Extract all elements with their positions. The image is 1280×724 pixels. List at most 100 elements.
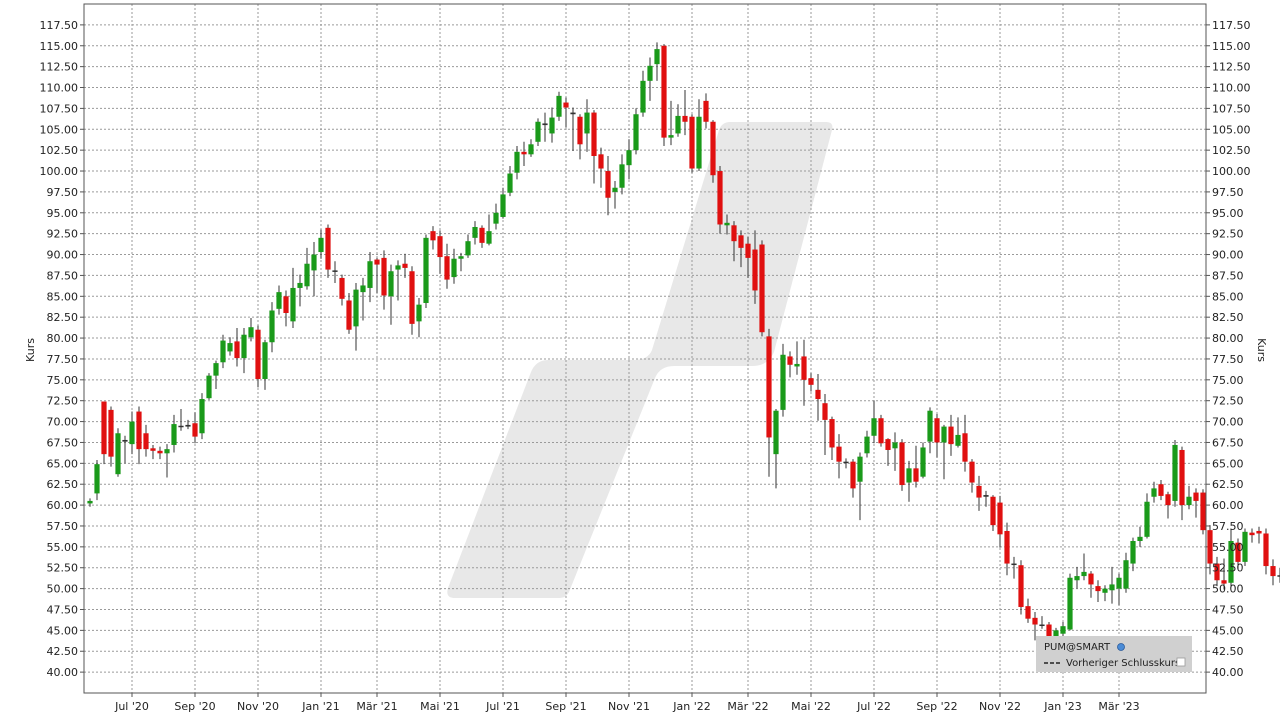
x-tick-label: Mär '21 — [356, 700, 397, 713]
y-tick-label-left: 97.50 — [47, 186, 79, 199]
candle-down — [150, 448, 156, 451]
candle-up — [955, 434, 961, 446]
x-tick-label: Jul '20 — [114, 700, 149, 713]
candle-up — [465, 241, 471, 256]
candle-up — [486, 231, 492, 244]
y-tick-label-left: 52.50 — [47, 562, 79, 575]
candle-up — [493, 212, 499, 224]
y-tick-label-right: 82.50 — [1212, 311, 1244, 324]
candle-down — [759, 244, 765, 333]
y-tick-label-left: 112.50 — [40, 61, 79, 74]
y-tick-label-left: 85.00 — [47, 290, 79, 303]
candle-up — [871, 418, 877, 436]
watermark-shape — [447, 122, 833, 598]
candle-up — [227, 343, 233, 352]
x-tick-label: Sep '20 — [174, 700, 215, 713]
grid — [80, 4, 1210, 697]
candle-down — [913, 468, 919, 482]
candle-up — [164, 449, 170, 454]
y-tick-label-left: 60.00 — [47, 499, 79, 512]
candle-up — [1144, 501, 1150, 537]
candle-up — [500, 194, 506, 217]
candle-down — [577, 116, 583, 145]
y-tick-label-right: 115.00 — [1212, 40, 1251, 53]
candle-down — [885, 439, 891, 450]
candle-up — [724, 222, 730, 226]
x-tick-label: Jul '21 — [485, 700, 520, 713]
y-tick-label-left: 45.00 — [47, 624, 79, 637]
y-axis-labels: 40.00 40.00 42.50 42.50 45.00 45.00 47.50 47.50… — [40, 19, 1251, 679]
candle-up — [1116, 577, 1122, 589]
candle-down — [808, 378, 814, 385]
x-tick-label: Jan '21 — [301, 700, 339, 713]
candle-down — [1214, 563, 1220, 581]
y-tick-label-right: 65.00 — [1212, 457, 1244, 470]
candle-down — [934, 418, 940, 443]
candle-up — [941, 426, 947, 443]
plot-frame — [83, 3, 1207, 694]
candle-down — [948, 426, 954, 445]
candle-up — [416, 304, 422, 322]
candle-down — [682, 115, 688, 122]
legend-box — [1036, 636, 1192, 672]
candle-down — [444, 256, 450, 280]
candle-up — [668, 135, 674, 138]
candle-down — [122, 439, 128, 442]
y-tick-label-right: 92.50 — [1212, 228, 1244, 241]
x-tick-label: Mai '22 — [791, 700, 831, 713]
candle-up — [1242, 531, 1248, 562]
y-tick-label-left: 100.00 — [40, 165, 79, 178]
candle-down — [1004, 530, 1010, 564]
y-tick-label-left: 95.00 — [47, 207, 79, 220]
candle-down — [1046, 624, 1052, 642]
candle-down — [591, 112, 597, 156]
candle-up — [843, 461, 849, 464]
y-tick-label-right: 95.00 — [1212, 207, 1244, 220]
candle-down — [402, 263, 408, 268]
candle-up — [290, 287, 296, 322]
candle-down — [255, 329, 261, 379]
x-tick-label: Mär '22 — [727, 700, 768, 713]
x-tick-label: Jan '23 — [1043, 700, 1081, 713]
candle-up — [542, 123, 548, 126]
legend-checkbox[interactable] — [1176, 657, 1186, 667]
candle-down — [563, 102, 569, 108]
candle-up — [528, 144, 534, 155]
y-tick-label-left: 90.00 — [47, 249, 79, 262]
candle-down — [815, 389, 821, 400]
candle-down — [101, 401, 107, 455]
candle-up — [115, 433, 121, 475]
y-tick-label-left: 102.50 — [40, 144, 79, 157]
candle-up — [675, 115, 681, 134]
candle-up — [619, 164, 625, 188]
candle-up — [206, 375, 212, 399]
candle-down — [997, 502, 1003, 535]
candle-up — [297, 282, 303, 288]
candle-down — [990, 496, 996, 526]
candle-down — [976, 485, 982, 498]
y-tick-label-right: 85.00 — [1212, 290, 1244, 303]
candle-up — [423, 237, 429, 303]
candle-up — [472, 226, 478, 238]
y-tick-label-right: 100.00 — [1212, 165, 1251, 178]
candle-up — [549, 117, 555, 134]
axes — [83, 3, 1207, 694]
candle-up — [262, 342, 268, 379]
y-tick-label-left: 70.00 — [47, 416, 79, 429]
y-tick-label-left: 40.00 — [47, 666, 79, 679]
candle-up — [94, 464, 100, 494]
candle-up — [185, 424, 191, 427]
candle-down — [969, 461, 975, 483]
candle-down — [731, 225, 737, 242]
candle-up — [864, 436, 870, 454]
y-tick-label-left: 92.50 — [47, 228, 79, 241]
candle-down — [717, 171, 723, 225]
candle-up — [654, 49, 660, 65]
candle-up — [507, 173, 513, 193]
candle-up — [535, 121, 541, 142]
candle-down — [703, 100, 709, 122]
candle-up — [458, 256, 464, 259]
legend-entry-previous-close: Vorheriger Schlusskurs — [1066, 658, 1180, 669]
candle-down — [598, 154, 604, 169]
